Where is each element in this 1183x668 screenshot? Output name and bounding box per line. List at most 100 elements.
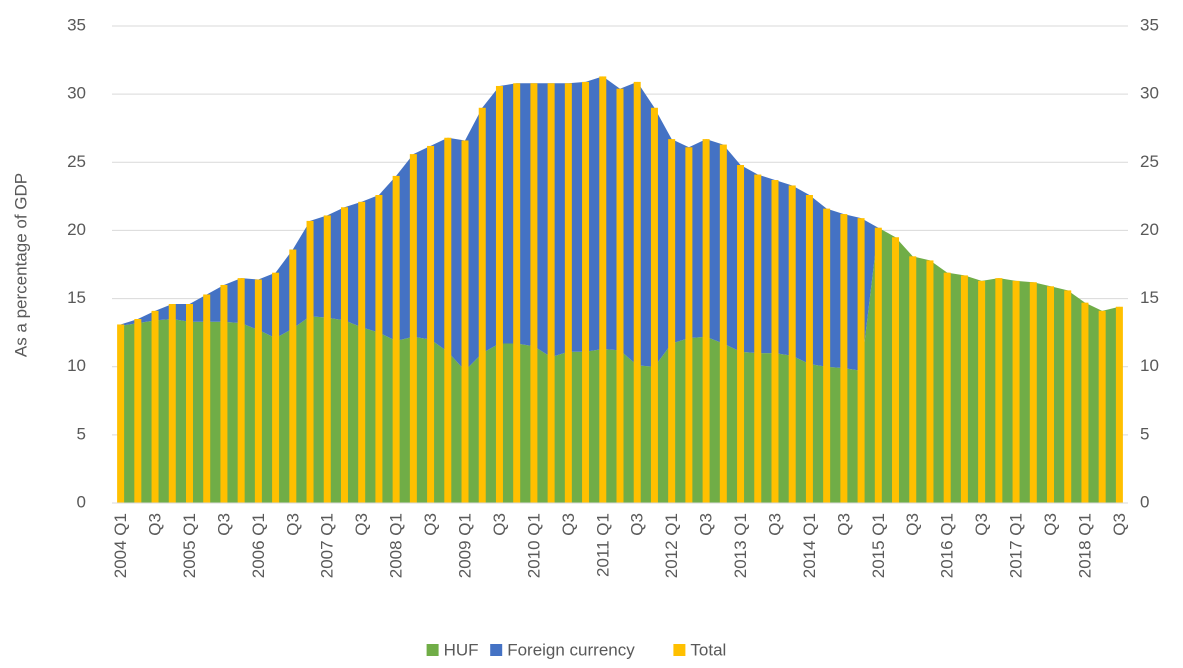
bar	[978, 280, 986, 503]
x-tick-label: Q3	[352, 513, 371, 536]
x-tick-label: 2011 Q1	[593, 513, 612, 577]
y2-tick-label: 30	[1140, 84, 1159, 103]
x-tick-label: 2017 Q1	[1007, 513, 1026, 578]
x-tick-label: 2010 Q1	[524, 513, 543, 578]
bar	[857, 218, 865, 504]
x-tick-label: Q3	[628, 513, 647, 536]
bar	[220, 284, 228, 503]
bar	[788, 185, 796, 503]
bar	[1081, 302, 1089, 503]
bar	[117, 324, 125, 503]
bar	[926, 260, 934, 503]
y-tick-label: 30	[67, 84, 86, 103]
x-tick-label: Q3	[146, 513, 165, 536]
bar	[1012, 280, 1020, 503]
legend-swatch	[426, 644, 439, 656]
y2-tick-label: 25	[1140, 152, 1159, 171]
x-tick-label: 2009 Q1	[456, 513, 475, 578]
bar	[719, 144, 727, 503]
x-tick-label: 2014 Q1	[800, 513, 819, 578]
x-tick-label: Q3	[834, 513, 853, 536]
bar	[168, 304, 176, 503]
bar	[427, 145, 435, 503]
bar	[392, 175, 400, 503]
x-tick-label: 2013 Q1	[731, 513, 750, 578]
y2-tick-label: 20	[1140, 220, 1159, 239]
x-tick-label: Q3	[421, 513, 440, 536]
bar	[1115, 306, 1123, 503]
y-axis-label: As a percentage of GDP	[11, 173, 30, 357]
x-tick-label: Q3	[972, 513, 991, 536]
x-tick-label: Q3	[214, 513, 233, 536]
y2-tick-label: 35	[1140, 15, 1159, 34]
y-tick-label: 5	[77, 424, 86, 443]
y2-tick-label: 15	[1140, 288, 1159, 307]
bar	[185, 304, 193, 503]
bar	[461, 140, 469, 504]
bar	[599, 76, 607, 503]
x-tick-label: 2018 Q1	[1075, 513, 1094, 578]
x-tick-label: 2015 Q1	[869, 513, 888, 578]
y-tick-label: 10	[67, 356, 86, 375]
bar	[323, 215, 331, 504]
legend-swatch	[490, 644, 503, 656]
bar	[151, 310, 159, 503]
y2-tick-label: 0	[1140, 492, 1149, 511]
bar	[995, 278, 1003, 503]
y-tick-label: 0	[77, 492, 86, 511]
bar	[702, 139, 710, 504]
bar	[840, 214, 848, 503]
bar	[874, 227, 882, 503]
x-tick-label: 2016 Q1	[938, 513, 957, 578]
y-tick-label: 25	[67, 152, 86, 171]
legend-label: Total	[690, 640, 726, 659]
bar	[737, 165, 745, 504]
bar	[203, 294, 211, 503]
bar	[513, 83, 521, 504]
bar	[582, 81, 590, 504]
bar	[340, 207, 348, 503]
bar	[754, 174, 762, 503]
bar	[960, 275, 968, 503]
x-tick-label: 2012 Q1	[662, 513, 681, 578]
bar	[650, 107, 658, 504]
y-tick-label: 35	[67, 15, 86, 34]
bar	[237, 278, 245, 503]
bar	[289, 249, 297, 503]
bar	[805, 194, 813, 503]
bar	[1047, 286, 1055, 503]
x-tick-label: Q3	[697, 513, 716, 536]
x-tick-label: Q3	[903, 513, 922, 536]
y2-tick-label: 10	[1140, 356, 1159, 375]
bar	[409, 154, 417, 503]
bar	[564, 83, 572, 504]
bar	[685, 147, 693, 503]
bar	[358, 201, 366, 503]
x-tick-label: 2005 Q1	[180, 513, 199, 578]
x-tick-label: 2004 Q1	[111, 513, 130, 578]
bar	[771, 180, 779, 503]
bar	[306, 220, 314, 504]
y-tick-label: 15	[67, 288, 86, 307]
bar	[375, 194, 383, 503]
bar	[547, 83, 555, 504]
x-tick-label: 2008 Q1	[387, 513, 406, 578]
bar	[495, 85, 503, 504]
x-tick-label: Q3	[1041, 513, 1060, 536]
bar	[943, 272, 951, 503]
legend-swatch	[673, 644, 686, 656]
bar	[1029, 282, 1037, 503]
bar	[668, 139, 676, 504]
x-tick-label: Q3	[765, 513, 784, 536]
bar	[909, 256, 917, 503]
bar	[1098, 310, 1106, 503]
bar	[254, 279, 262, 503]
x-tick-label: Q3	[490, 513, 509, 536]
bar	[616, 88, 624, 503]
bar	[478, 107, 486, 504]
x-tick-label: Q3	[1110, 513, 1129, 536]
x-tick-label: 2006 Q1	[249, 513, 268, 578]
x-tick-label: 2007 Q1	[318, 513, 337, 578]
y-tick-label: 20	[67, 220, 86, 239]
